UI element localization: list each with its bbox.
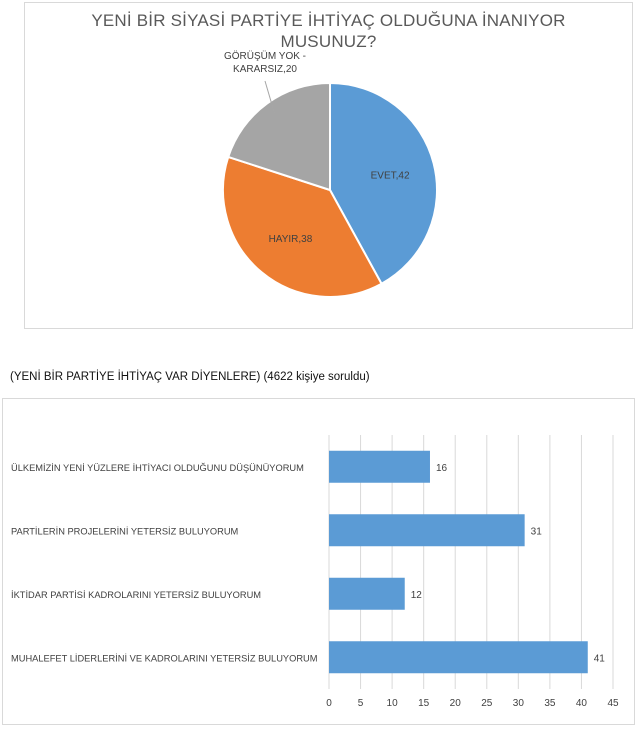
x-tick-label: 5 bbox=[358, 698, 364, 709]
category-label: İKTİDAR PARTİSİ KADROLARINI YETERSİZ BUL… bbox=[11, 590, 261, 600]
x-tick-label: 15 bbox=[418, 698, 430, 709]
bar-value-label: 41 bbox=[594, 653, 606, 664]
x-tick-label: 30 bbox=[513, 698, 525, 709]
pie-data-label: KARARSIZ,20 bbox=[233, 64, 297, 75]
x-tick-label: 40 bbox=[576, 698, 588, 709]
bar bbox=[329, 514, 525, 547]
pie-slice-g-r-m-yok-kararsiz bbox=[226, 81, 331, 192]
bar-value-label: 12 bbox=[411, 590, 423, 601]
bar bbox=[329, 450, 430, 483]
pie-data-label: GÖRÜŞÜM YOK - bbox=[224, 50, 306, 62]
bar bbox=[329, 641, 588, 674]
pie-chart: EVET,42 HAYIR,38 GÖRÜŞÜM YOK - KARARSIZ,20 bbox=[222, 50, 438, 298]
bar-chart-panel: 0 5 10 15 20 25 30 35 40 45 16 ÜLKEMİZİN YENİ YÜZLE… bbox=[2, 398, 635, 725]
pie-slice-evet bbox=[329, 81, 438, 286]
category-label: PARTİLERİN PROJELERİNİ YETERSİZ BULUYORU… bbox=[11, 526, 238, 536]
x-tick-label: 0 bbox=[326, 698, 332, 709]
x-tick-label: 25 bbox=[481, 698, 493, 709]
category-label: MUHALEFET LİDERLERİNİ VE KADROLARINI YET… bbox=[11, 653, 318, 663]
x-tick-label: 10 bbox=[387, 698, 399, 709]
pie-chart-title: YENİ BİR SİYASİ PARTİYE İHTİYAÇ OLDUĞUNA… bbox=[25, 10, 632, 52]
category-label: ÜLKEMİZİN YENİ YÜZLERE İHTİYACI OLDUĞUNU… bbox=[11, 463, 304, 473]
x-tick-label: 35 bbox=[544, 698, 556, 709]
bar-chart: 0 5 10 15 20 25 30 35 40 45 16 ÜLKEMİZİN YENİ YÜZLE… bbox=[11, 435, 619, 709]
pie-slice-hayir bbox=[222, 155, 383, 298]
bar bbox=[329, 577, 405, 610]
pie-data-label: EVET,42 bbox=[371, 171, 410, 182]
pie-leader-line bbox=[264, 80, 276, 114]
x-tick-label: 20 bbox=[450, 698, 462, 709]
pie-title-line-2: MUSUNUZ? bbox=[280, 32, 377, 51]
bar-value-label: 31 bbox=[531, 526, 543, 537]
bar-value-label: 16 bbox=[436, 463, 448, 474]
pie-chart-panel: YENİ BİR SİYASİ PARTİYE İHTİYAÇ OLDUĞUNA… bbox=[24, 2, 633, 329]
section-heading: (YENİ BİR PARTİYE İHTİYAÇ VAR DİYENLERE)… bbox=[10, 371, 370, 383]
pie-title-line-1: YENİ BİR SİYASİ PARTİYE İHTİYAÇ OLDUĞUNA… bbox=[91, 11, 566, 30]
x-tick-label: 45 bbox=[607, 698, 619, 709]
pie-data-label: HAYIR,38 bbox=[269, 234, 313, 245]
